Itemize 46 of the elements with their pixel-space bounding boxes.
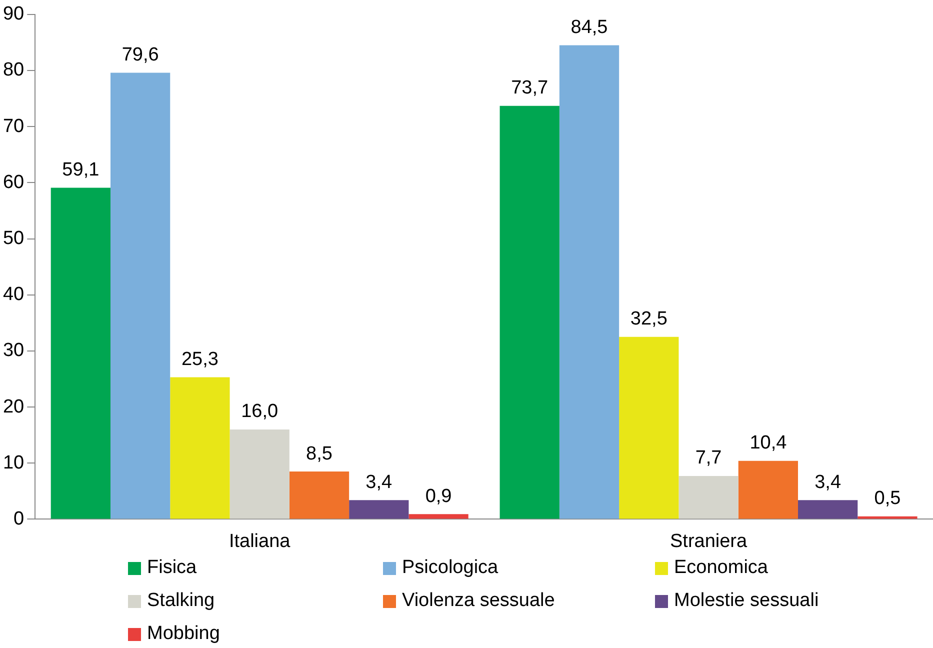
y-tick-label: 40 [2,284,24,306]
bar [230,429,290,519]
legend-label: Mobbing [147,623,220,645]
data-label: 16,0 [241,401,278,422]
legend-label: Stalking [147,590,215,612]
data-label: 59,1 [62,159,100,180]
legend-label: Molestie sessuali [674,590,819,612]
bar [798,500,858,519]
data-label: 79,6 [122,44,159,66]
y-tick-label: 70 [2,116,24,137]
y-tick-label: 20 [2,396,24,418]
bar [408,514,468,519]
bar [678,476,738,519]
legend-label: Violenza sessuale [402,590,555,612]
bar [619,336,679,519]
y-tick-label: 90 [2,4,24,25]
data-label: 3,4 [366,472,393,493]
y-tick-label: 10 [2,452,24,474]
legend-label: Economica [674,557,768,579]
y-tick-label: 80 [2,60,24,81]
data-label: 7,7 [695,448,722,469]
legend-label: Psicologica [402,557,498,579]
data-label: 3,4 [814,472,842,493]
data-label: 73,7 [511,78,548,99]
x-tick-label: Straniera [670,530,748,552]
data-label: 84,5 [570,16,608,38]
y-tick-label: 30 [2,340,24,362]
data-label: 0,9 [425,486,452,507]
bar [500,106,560,519]
data-label: 32,5 [630,308,668,330]
y-tick-label: 50 [2,228,24,249]
y-tick-label: 60 [2,172,24,193]
bar [559,45,620,519]
bar [738,460,798,519]
y-tick-label: 0 [14,508,24,530]
bar [110,72,170,519]
data-label: 8,5 [306,443,332,464]
bar [349,500,409,519]
data-label: 25,3 [181,349,218,370]
data-label: 10,4 [750,432,788,454]
data-label: 0,5 [874,488,901,510]
bar [289,472,350,519]
x-tick-label: Italiana [228,530,291,552]
bar [170,377,230,519]
legend-label: Fisica [147,557,197,579]
bar [50,188,110,519]
